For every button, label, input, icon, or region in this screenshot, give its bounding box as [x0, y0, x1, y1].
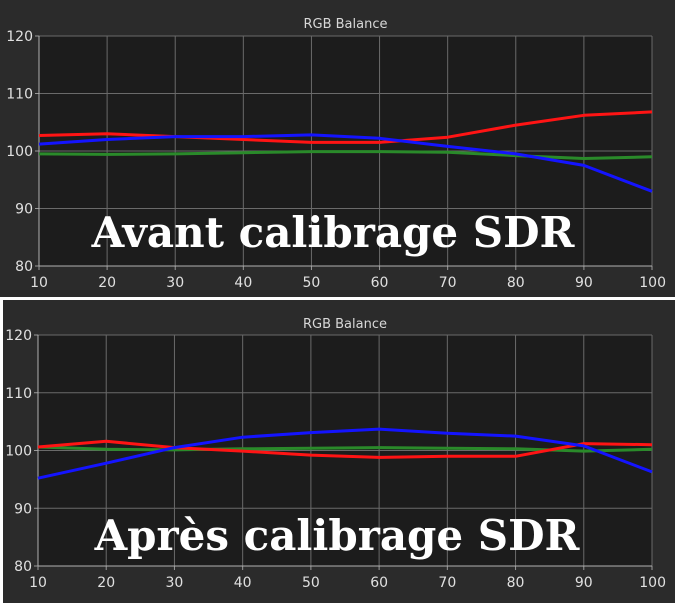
series-line-2 [38, 133, 653, 193]
x-tick-label: 70 [439, 275, 457, 291]
series-line-2 [37, 427, 653, 480]
x-tick-label: 10 [29, 575, 47, 591]
chart-panel-top: RGB Balance 80 90 100 110 120 10 20 30 40 50 60 70 80… [0, 0, 675, 297]
y-tick-label: 90 [15, 202, 33, 218]
x-tick-label: 90 [575, 275, 593, 291]
series-line-1 [38, 110, 653, 144]
x-tick-label: 50 [303, 275, 321, 291]
x-tick-label: 30 [166, 575, 184, 591]
x-tick-label: 90 [575, 575, 593, 591]
y-tick-label: 110 [5, 386, 32, 402]
x-tick-label: 10 [30, 275, 48, 291]
y-tick-label: 110 [6, 87, 33, 103]
overlay-label: Après calibrage SDR [94, 511, 581, 560]
x-tick-label: 100 [639, 575, 666, 591]
x-tick-label: 40 [234, 575, 252, 591]
y-tick-label: 120 [5, 328, 32, 344]
x-tick-label: 30 [166, 275, 184, 291]
series-line-1 [37, 439, 653, 459]
y-tick-label: 80 [15, 259, 33, 275]
y-tick-label: 120 [6, 29, 33, 45]
chart-panel-bottom: RGB Balance 80 90 100 110 120 10 20 30 40 50 60 70 80… [3, 300, 675, 603]
x-tick-label: 60 [370, 575, 388, 591]
chart-title: RGB Balance [303, 317, 387, 332]
rgb-balance-chart-before: RGB Balance 80 90 100 110 120 10 20 30 40 50 60 70 80… [6, 17, 666, 291]
x-tick-label: 50 [302, 575, 320, 591]
rgb-balance-chart-after: RGB Balance 80 90 100 110 120 10 20 30 40 50 60 70 80… [5, 317, 666, 591]
y-tick-label: 100 [6, 144, 33, 160]
chart-title: RGB Balance [303, 17, 387, 32]
x-tick-label: 100 [639, 275, 666, 291]
series-line-0 [38, 150, 653, 160]
x-tick-label: 20 [97, 575, 115, 591]
y-tick-label: 80 [14, 559, 32, 575]
overlay-label: Avant calibrage SDR [91, 208, 576, 257]
x-tick-label: 40 [234, 275, 252, 291]
x-tick-label: 80 [507, 275, 525, 291]
x-tick-label: 70 [438, 575, 456, 591]
y-tick-label: 100 [5, 444, 32, 460]
y-tick-label: 90 [14, 501, 32, 517]
x-tick-label: 80 [507, 575, 525, 591]
x-tick-label: 60 [371, 275, 389, 291]
x-tick-label: 20 [98, 275, 116, 291]
